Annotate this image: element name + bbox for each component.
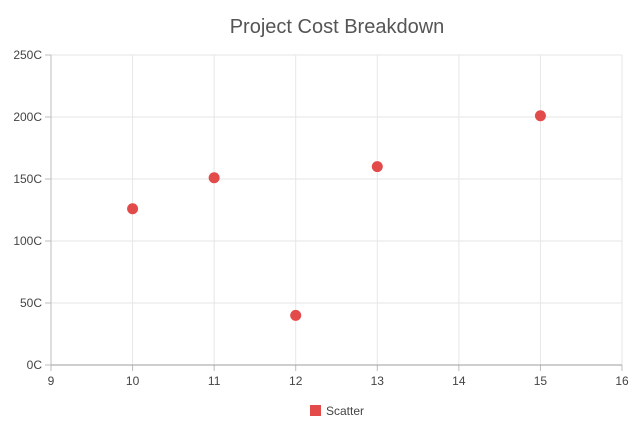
x-tick-label: 14 [452, 374, 466, 388]
y-tick-label: 200C [13, 110, 42, 124]
scatter-point[interactable] [290, 309, 302, 321]
chart-title: Project Cost Breakdown [229, 16, 445, 38]
x-tick-label: 12 [289, 374, 303, 388]
y-tick-label: 250C [13, 48, 42, 62]
scatter-point[interactable] [534, 110, 546, 122]
y-tick-label: 150C [13, 172, 42, 186]
y-tick-label: 50C [20, 296, 42, 310]
scatter-point[interactable] [127, 203, 139, 215]
x-tick-label: 9 [48, 374, 55, 388]
x-tick-label: 15 [534, 374, 548, 388]
x-tick-label: 10 [126, 374, 140, 388]
x-tick-label: 11 [208, 374, 221, 388]
x-tick-label: 13 [371, 374, 385, 388]
scatter-point[interactable] [371, 161, 383, 173]
legend-label-scatter[interactable]: Scatter [326, 404, 364, 418]
x-tick-label: 16 [615, 374, 629, 388]
scatter-point[interactable] [208, 172, 220, 184]
y-tick-label: 100C [13, 234, 42, 248]
y-tick-label: 0C [27, 358, 43, 372]
legend-swatch[interactable] [310, 405, 321, 416]
